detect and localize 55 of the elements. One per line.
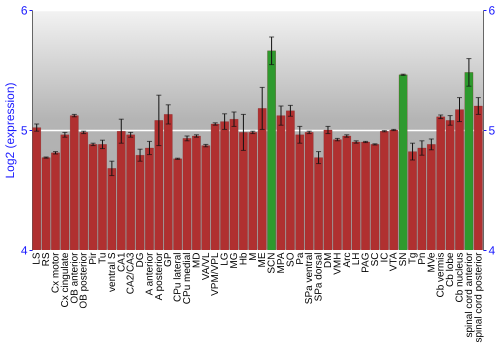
x-tick-label: Pir [88,252,100,265]
x-tick-label: Cb lobe [445,252,456,287]
x-tick-label: ventral S [106,252,118,292]
x-tick-label: CA2/CA3 [126,252,137,294]
x-tick-label: DM [322,252,334,268]
x-tick-label: OB posterior [78,252,90,309]
x-tick-label: OB anterior [69,252,80,304]
x-tick-label: Pn [416,252,428,265]
x-tick-label: spinal cord anterior [464,252,475,338]
x-tick-label: SO [285,252,296,267]
x-tick-label: VPM/VPL [210,252,222,296]
y2-tick-label: 4 [488,244,496,258]
x-tick-label: VMH [332,252,344,275]
x-tick-label: VTA [388,252,400,272]
y-tick-label: 5 [20,124,28,138]
x-tick-label: SCN [266,252,278,274]
x-tick-label: CA1 [116,252,128,272]
x-tick-label: SC [370,252,381,266]
x-tick-label: spinal cord posterior [473,252,484,343]
x-tick-label: MG [229,252,240,269]
x-tick-label: CPu medial [182,252,194,304]
x-tick-label: LS [32,252,43,265]
y-tick-label: 4 [20,244,28,258]
x-tick-label: A anterior [144,252,156,296]
x-tick-label: Tg [408,252,419,264]
y-tick-label: 6 [20,4,28,18]
x-tick-label: Cx motor [50,252,62,294]
x-tick-label: SN [398,252,410,266]
x-tick-label: ME [257,252,268,268]
x-tick-label: RS [41,252,52,266]
y2-tick-label: 5 [488,124,496,138]
x-tick-label: M [248,252,259,261]
x-tick-label: LG [220,252,231,266]
x-tick-label: MD [191,252,202,268]
x-tick-label: Cb vermis [436,252,447,298]
y-axis-title: Log2 (expression) [2,82,17,179]
x-tick-label: Arc [342,252,353,268]
x-tick-label: A posterior [154,252,165,300]
x-tick-label: LH [351,252,362,266]
x-tick-label: GP [163,252,174,267]
x-tick-label: PAG [360,252,372,273]
x-tick-label: VA/VL [200,252,212,280]
x-tick-label: Hb [238,252,250,266]
x-tick-label: IC [379,252,390,262]
x-tick-label: DG [135,252,146,268]
x-tick-label: MPA [276,252,287,274]
x-tick-label: Cb nucleus [454,252,466,303]
x-tick-label: Cx cingulate [60,252,71,308]
x-tick-label: SPa ventral [304,252,316,304]
x-tick-label: MVe [426,252,438,273]
y2-tick-label: 6 [488,4,496,18]
x-tick-label: Pa [294,252,306,265]
x-tick-label: CPu lateral [172,252,184,302]
x-tick-label: SPa dorsal [314,252,325,302]
x-tick-label: Tu [97,252,108,264]
